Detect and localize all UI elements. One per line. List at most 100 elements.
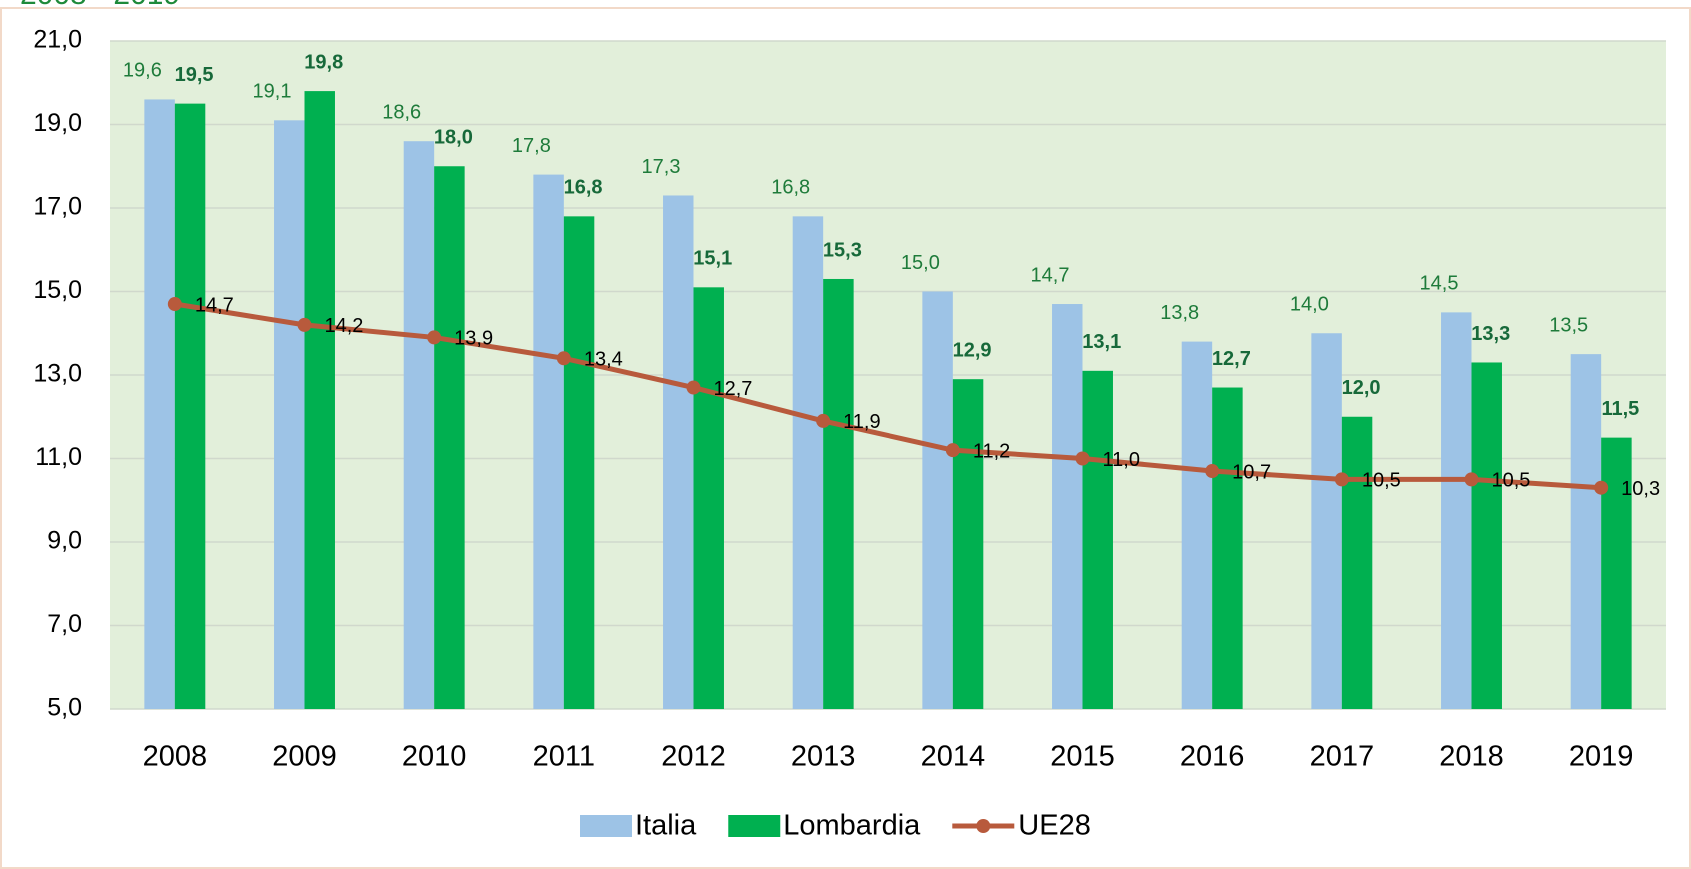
y-tick-label: 9,0 <box>47 527 82 555</box>
bar <box>1601 437 1632 709</box>
lombardia-label: 15,3 <box>823 239 862 261</box>
bar <box>144 99 175 709</box>
chart-title: 2008 - 2019 <box>20 0 180 11</box>
italia-label: 19,6 <box>123 60 162 82</box>
ue-label: 14,7 <box>195 294 234 316</box>
bar <box>1341 416 1373 709</box>
bar <box>1082 370 1113 709</box>
line-point <box>1594 480 1609 495</box>
ue-label: 14,2 <box>325 315 364 337</box>
ue-label: 13,9 <box>454 328 493 350</box>
legend-swatch <box>728 815 781 837</box>
italia-label: 17,3 <box>642 156 681 178</box>
x-tick-label: 2009 <box>272 741 337 773</box>
line-point <box>297 317 312 332</box>
line-point <box>556 351 571 366</box>
ue-label: 11,0 <box>1103 449 1140 471</box>
italia-label: 13,5 <box>1549 314 1588 336</box>
italia-label: 15,0 <box>901 252 940 274</box>
bar <box>403 141 435 709</box>
x-tick-label: 2012 <box>661 741 726 773</box>
lombardia-label: 12,9 <box>953 339 992 361</box>
bar <box>952 379 984 709</box>
x-tick-label: 2017 <box>1310 741 1375 773</box>
ue-label: 13,4 <box>584 349 623 371</box>
bar <box>1181 341 1213 709</box>
bar <box>274 120 305 709</box>
bar <box>1052 304 1083 709</box>
y-tick-label: 17,0 <box>33 193 82 221</box>
x-tick-label: 2014 <box>921 741 986 773</box>
x-tick-label: 2013 <box>791 741 856 773</box>
line-point <box>1464 472 1479 487</box>
x-tick-label: 2015 <box>1050 741 1115 773</box>
x-tick-label: 2016 <box>1180 741 1245 773</box>
ue-label: 10,3 <box>1621 478 1660 500</box>
bar <box>663 195 694 710</box>
ue-label: 10,7 <box>1232 461 1271 483</box>
bar <box>1212 387 1243 709</box>
lombardia-label: 13,1 <box>1082 331 1121 353</box>
bar <box>693 287 724 709</box>
lombardia-label: 11,5 <box>1601 398 1639 420</box>
lombardia-label: 15,1 <box>693 248 732 270</box>
italia-label: 17,8 <box>512 135 551 157</box>
bar <box>434 166 465 709</box>
legend-swatch <box>580 815 632 837</box>
bar <box>533 174 564 710</box>
x-tick-label: 2011 <box>533 741 595 773</box>
y-tick-label: 5,0 <box>47 694 82 722</box>
line-point <box>686 380 701 395</box>
x-tick-label: 2019 <box>1569 741 1634 773</box>
italia-label: 19,1 <box>253 81 292 103</box>
line-point <box>167 297 182 312</box>
bar <box>304 91 335 710</box>
y-tick-label: 11,0 <box>35 443 82 471</box>
ue-label: 10,5 <box>1492 470 1531 492</box>
legend-label: UE28 <box>1018 810 1091 842</box>
italia-label: 18,6 <box>382 101 421 123</box>
ue-label: 10,5 <box>1362 470 1401 492</box>
line-point <box>427 330 442 345</box>
y-tick-label: 21,0 <box>33 26 82 54</box>
line <box>174 301 1602 491</box>
bar <box>1441 312 1472 709</box>
line-point <box>1205 464 1220 479</box>
line-point <box>945 443 960 458</box>
x-tick-label: 2018 <box>1439 741 1504 773</box>
italia-label: 14,0 <box>1290 294 1329 316</box>
x-tick-label: 2008 <box>143 741 208 773</box>
lombardia-label: 19,5 <box>175 64 214 86</box>
legend-swatch <box>976 819 991 833</box>
lombardia-label: 12,7 <box>1212 348 1251 370</box>
bar <box>792 216 824 709</box>
bar <box>174 103 206 709</box>
bar <box>563 216 595 709</box>
legend-label: Italia <box>635 810 697 842</box>
lombardia-label: 18,0 <box>434 127 473 149</box>
line-point <box>1334 472 1349 487</box>
lombardia-label: 19,8 <box>304 51 343 73</box>
lombardia-label: 12,0 <box>1342 377 1381 399</box>
bar <box>922 291 953 709</box>
bar <box>1570 354 1602 709</box>
ue-label: 11,2 <box>973 440 1010 462</box>
line-point <box>1075 451 1090 466</box>
bar <box>823 278 854 709</box>
legend-label: Lombardia <box>783 810 921 842</box>
italia-label: 13,8 <box>1160 302 1199 324</box>
italia-label: 14,5 <box>1420 273 1459 295</box>
bar <box>1311 333 1342 709</box>
x-tick-label: 2010 <box>402 741 467 773</box>
line-point <box>816 413 831 428</box>
ue-label: 12,7 <box>714 378 753 400</box>
italia-label: 16,8 <box>771 177 810 199</box>
lombardia-label: 16,8 <box>564 177 603 199</box>
y-tick-label: 15,0 <box>33 276 82 304</box>
bar <box>1471 362 1502 709</box>
y-tick-label: 13,0 <box>33 360 82 388</box>
lombardia-label: 13,3 <box>1471 323 1510 345</box>
y-tick-label: 19,0 <box>33 109 82 137</box>
italia-label: 14,7 <box>1031 264 1070 286</box>
